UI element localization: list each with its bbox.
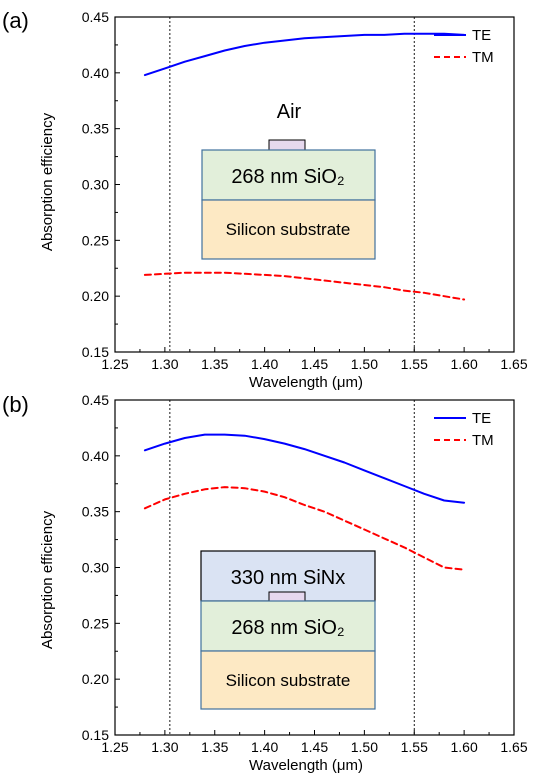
- x-tick-label-b-5: 1.50: [351, 739, 378, 755]
- y-tick-label-b-4: 0.35: [82, 504, 109, 520]
- y-tick-label-a-5: 0.40: [82, 65, 109, 81]
- plot-area-b: 1.25 1.30 1.35 1.40 1.45 1.50 1.55 1.60 1.65 0.15…: [82, 392, 528, 755]
- inset-diagram-a: Air 268 nm SiO₂ Silicon substrate: [201, 101, 376, 260]
- inset-air-label: Air: [277, 101, 302, 123]
- x-tick-label-a-5: 1.50: [351, 356, 378, 372]
- y-axis-label-b: Absorption efficiency: [39, 510, 56, 649]
- y-axis-label-a: Absorption efficiency: [39, 112, 56, 251]
- legend-label-tm-b: TM: [472, 432, 494, 449]
- x-tick-label-b-8: 1.65: [500, 739, 527, 755]
- y-tick-label-a-6: 0.45: [82, 9, 109, 25]
- inset-layer-sio2-b: [200, 600, 376, 652]
- y-tick-label-b-6: 0.45: [82, 392, 109, 408]
- y-tick-label-a-1: 0.20: [82, 288, 109, 304]
- x-tick-label-b-2: 1.35: [201, 739, 228, 755]
- inset-layer-substrate-b: [200, 650, 376, 710]
- panel-label-a: (a): [2, 8, 29, 33]
- chart-panel-b: (b) Absorption efficiency Wavelength (μm…: [2, 392, 528, 774]
- inset-label-sinx-b: 330 nm SiNx: [231, 567, 346, 589]
- series-line-te-b: [143, 433, 466, 504]
- inset-layer-substrate-a: [201, 199, 376, 260]
- x-tick-label-b-0: 1.25: [101, 739, 128, 755]
- x-tick-label-b-3: 1.40: [251, 739, 278, 755]
- x-tick-label-a-2: 1.35: [201, 356, 228, 372]
- inset-label-substrate-a: Silicon substrate: [226, 220, 351, 239]
- inset-layer-sio2-a: [201, 149, 376, 201]
- series-line-tm-a: [143, 271, 466, 301]
- inset-diagram-b: 330 nm SiNx 268 nm SiO₂ Silicon substrat…: [200, 550, 376, 710]
- inset-waveguide-b: [268, 591, 306, 602]
- x-tick-label-b-4: 1.45: [301, 739, 328, 755]
- y-tick-label-b-3: 0.30: [82, 560, 109, 576]
- y-tick-label-b-1: 0.20: [82, 671, 109, 687]
- y-tick-label-a-0: 0.15: [82, 344, 109, 360]
- legend-label-tm-a: TM: [472, 49, 494, 66]
- legend-label-te-a: TE: [472, 27, 491, 44]
- inset-waveguide-a: [268, 139, 306, 151]
- series-line-tm-b: [143, 486, 466, 571]
- x-tick-label-a-3: 1.40: [251, 356, 278, 372]
- legend-label-te-b: TE: [472, 410, 491, 427]
- inset-label-sio2-b: 268 nm SiO₂: [231, 617, 344, 639]
- inset-label-substrate-b: Silicon substrate: [226, 671, 351, 690]
- y-tick-label-b-0: 0.15: [82, 727, 109, 743]
- plot-area-a: 1.25 1.30 1.35 1.40 1.45 1.50 1.55 1.60 1.65 0.15…: [82, 9, 528, 372]
- x-tick-label-a-8: 1.65: [500, 356, 527, 372]
- x-tick-label-a-0: 1.25: [101, 356, 128, 372]
- x-tick-label-a-7: 1.60: [451, 356, 478, 372]
- x-tick-label-a-4: 1.45: [301, 356, 328, 372]
- y-tick-label-a-4: 0.35: [82, 121, 109, 137]
- x-tick-label-a-1: 1.30: [151, 356, 178, 372]
- x-axis-label-b: Wavelength (μm): [249, 757, 363, 774]
- chart-panel-a: (a) Absorption efficiency Wavelength (μm…: [2, 8, 528, 391]
- x-tick-label-b-1: 1.30: [151, 739, 178, 755]
- panel-label-b: (b): [2, 392, 29, 417]
- x-tick-label-b-7: 1.60: [451, 739, 478, 755]
- series-line-te-a: [143, 32, 466, 77]
- y-tick-label-a-2: 0.25: [82, 232, 109, 248]
- x-tick-label-a-6: 1.55: [401, 356, 428, 372]
- inset-label-sio2-a: 268 nm SiO₂: [231, 166, 344, 188]
- x-axis-label-a: Wavelength (μm): [249, 374, 363, 391]
- y-tick-label-b-5: 0.40: [82, 448, 109, 464]
- y-tick-label-a-3: 0.30: [82, 177, 109, 193]
- y-tick-label-b-2: 0.25: [82, 615, 109, 631]
- x-tick-label-b-6: 1.55: [401, 739, 428, 755]
